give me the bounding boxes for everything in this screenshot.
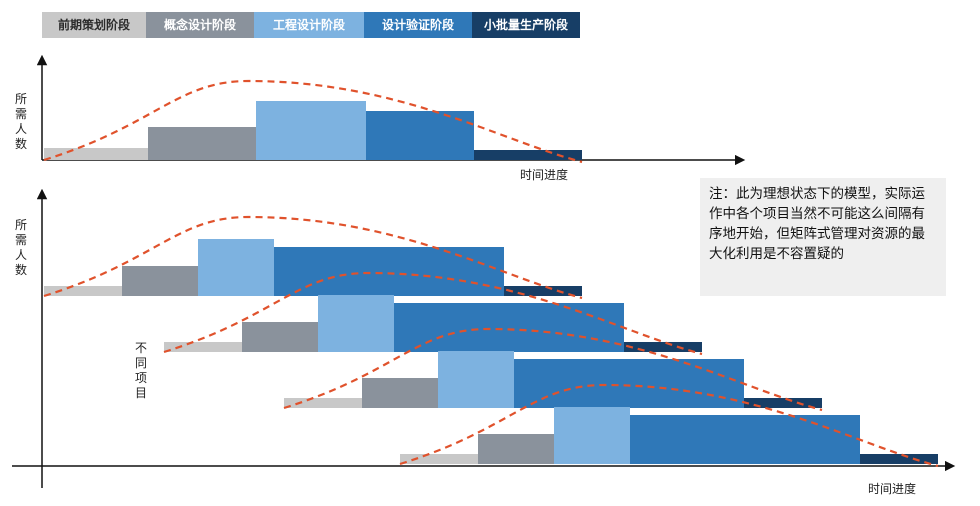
project-3-phase-2-block [362, 378, 438, 408]
project-4-phase-4-block [630, 415, 860, 464]
project-4-phase-3-block [554, 407, 630, 464]
legend-phase-5: 小批量生产阶段 [472, 12, 580, 38]
project-4-phase-2-block [478, 434, 554, 464]
project-4-phase-1-block [400, 454, 478, 464]
project-2-phase-2-block [242, 322, 318, 352]
project-1-phase-1-block [44, 286, 122, 296]
project-2-phase-5-block [624, 342, 702, 352]
project-1-phase-3-block [198, 239, 274, 296]
project-3-phase-1-block [284, 398, 362, 408]
project-2-phase-1-block [164, 342, 242, 352]
legend-phase-1: 前期策划阶段 [42, 12, 146, 38]
bottom-chart [12, 188, 956, 488]
project-1-staffing-curve [43, 215, 583, 300]
project-3-phase-4-block [514, 359, 744, 408]
legend-phase-2: 概念设计阶段 [146, 12, 254, 38]
project-1-phase-4-block [274, 247, 504, 296]
note-box: 注：此为理想状态下的模型，实际运作中各个项目当然不可能这么间隔有序地开始，但矩阵… [700, 178, 946, 296]
top-project-phase-5-block [474, 150, 582, 160]
top-y-label: 所需人数 [14, 92, 27, 151]
phase-legend: 前期策划阶段 概念设计阶段 工程设计阶段 设计验证阶段 小批量生产阶段 [42, 12, 580, 38]
bottom-x-label: 时间进度 [868, 482, 917, 496]
legend-phase-4: 设计验证阶段 [364, 12, 472, 38]
project-label: 不同项目 [134, 341, 147, 400]
project-3-staffing-curve [283, 327, 823, 412]
bottom-y-label: 所需人数 [14, 218, 27, 277]
top-project-phase-3-block [256, 101, 366, 160]
top-chart [36, 54, 746, 166]
top-project-phase-2-block [148, 127, 256, 160]
project-4-phase-5-block [860, 454, 938, 464]
project-2-phase-4-block [394, 303, 624, 352]
project-2-phase-3-block [318, 295, 394, 352]
project-3-phase-3-block [438, 351, 514, 408]
project-2-staffing-curve [163, 271, 703, 356]
legend-phase-3: 工程设计阶段 [254, 12, 364, 38]
project-4-staffing-curve [399, 383, 939, 468]
top-project-staffing-curve [43, 79, 583, 164]
project-1-phase-5-block [504, 286, 582, 296]
project-3-phase-5-block [744, 398, 822, 408]
project-1-phase-2-block [122, 266, 198, 296]
top-x-label: 时间进度 [520, 168, 569, 182]
